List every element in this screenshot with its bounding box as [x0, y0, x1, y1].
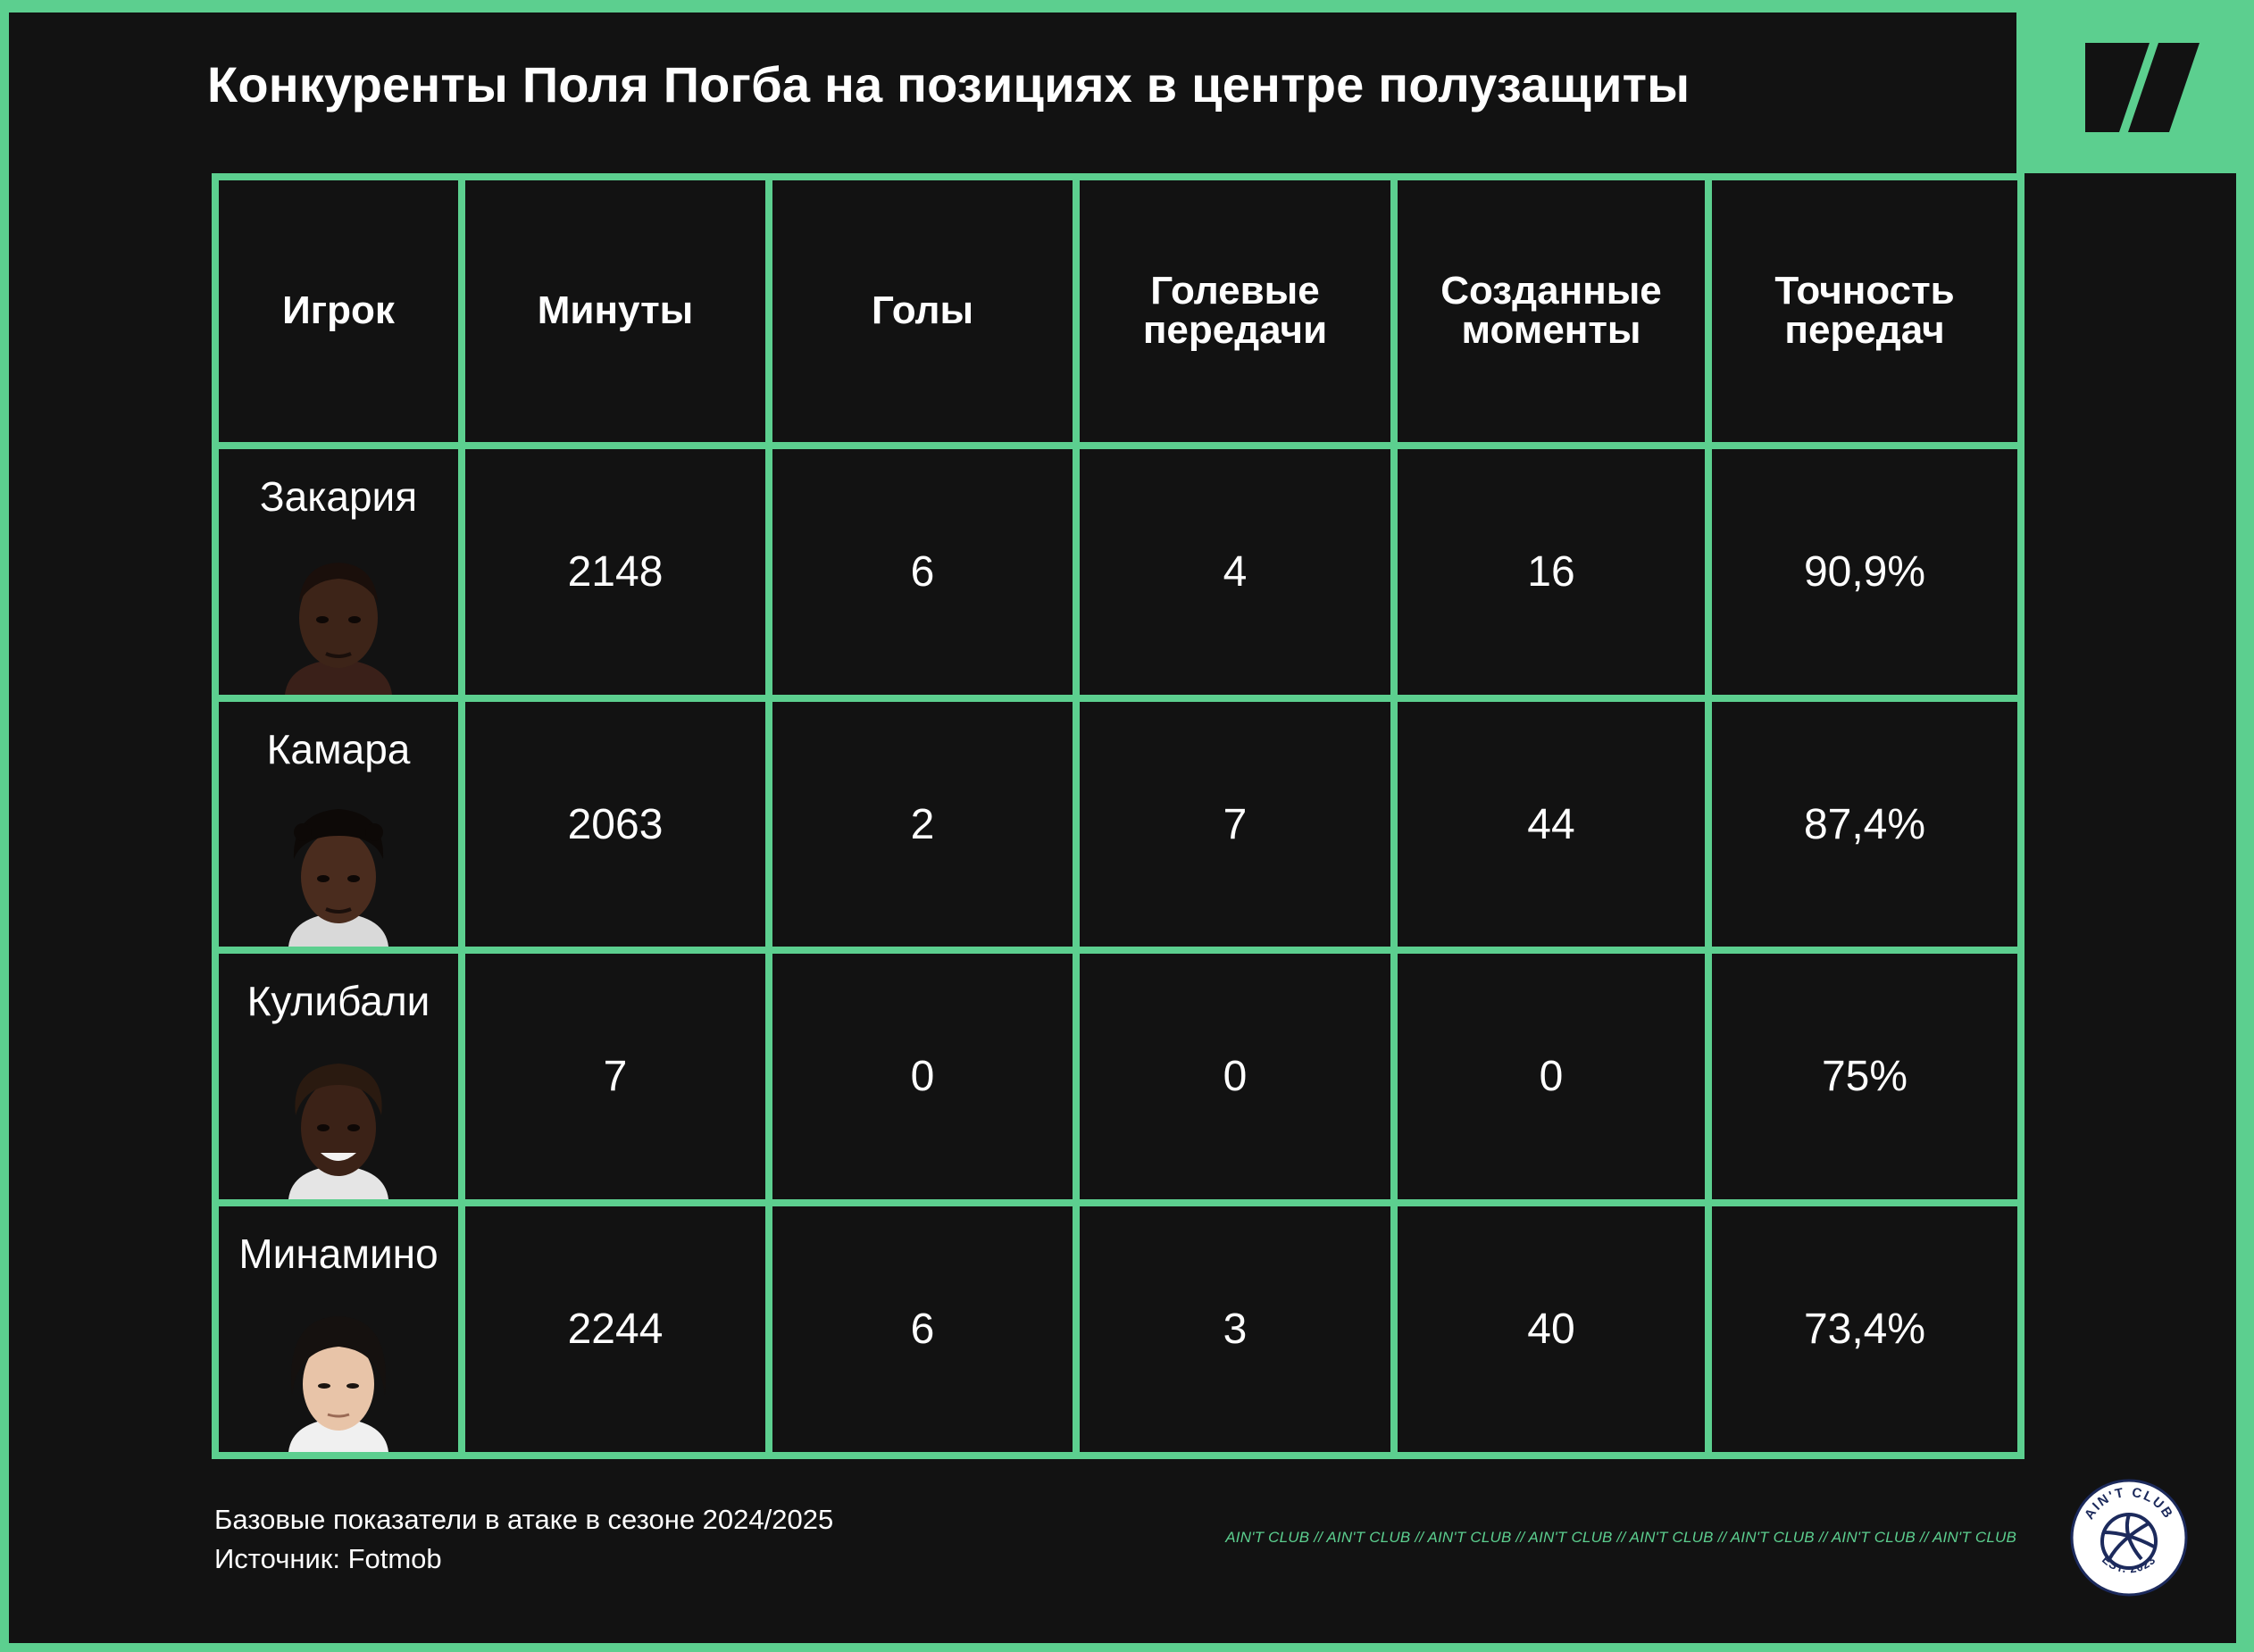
goals-value: 0 [765, 947, 1080, 1207]
header-assists-label: Голевые передачи [1142, 269, 1328, 353]
player-photo-icon [288, 1316, 388, 1452]
header-chances-label: Созданные моменты [1440, 269, 1662, 353]
club-watermark-text: AIN'T CLUB // AIN'T CLUB // AIN'T CLUB /… [1225, 1529, 2016, 1546]
stats-table: Игрок Минуты Голы Голевые передачи Созда… [212, 173, 2024, 1459]
goals-value: 2 [765, 694, 1080, 955]
sports-ru-logo-icon [2085, 43, 2200, 132]
player-cell: Кулибали [212, 947, 465, 1207]
header-minutes: Минуты [458, 173, 772, 449]
player-cell: Камара [212, 694, 465, 955]
pass-accuracy-value: 90,9% [1705, 441, 2024, 702]
table-header-row: Игрок Минуты Голы Голевые передачи Созда… [212, 173, 2024, 449]
player-photo-icon [288, 1064, 388, 1200]
footnote-season: Базовые показатели в атаке в сезоне 2024… [214, 1504, 834, 1535]
header-chances: Созданные моменты [1390, 173, 1712, 449]
table-row: Минамино 2244 6 3 40 73,4% [212, 1199, 2024, 1459]
player-name: Закария [259, 472, 418, 520]
table-row: Камара 2063 2 7 44 87,4% [212, 694, 2024, 955]
player-photo-icon [288, 809, 388, 947]
header-pass-accuracy-label: Точность передач [1774, 269, 1955, 353]
chances-value: 44 [1390, 694, 1712, 955]
footnote-source: Источник: Fotmob [214, 1543, 442, 1574]
volleyball-icon [2100, 1513, 2158, 1570]
player-name: Минамино [238, 1231, 438, 1278]
table-row: Кулибали 7 0 0 0 75% [212, 947, 2024, 1207]
minutes-value: 2244 [458, 1199, 772, 1459]
assists-value: 3 [1073, 1199, 1398, 1459]
player-cell: Минамино [212, 1199, 465, 1459]
header-goals: Голы [765, 173, 1080, 449]
chances-value: 16 [1390, 441, 1712, 702]
club-badge-icon: AIN'T CLUB EST. 2023 [2070, 1479, 2188, 1597]
goals-value: 6 [765, 441, 1080, 702]
minutes-value: 2148 [458, 441, 772, 702]
player-cell: Закария [212, 441, 465, 702]
pass-accuracy-value: 73,4% [1705, 1199, 2024, 1459]
pass-accuracy-value: 75% [1705, 947, 2024, 1207]
assists-value: 0 [1073, 947, 1398, 1207]
minutes-value: 2063 [458, 694, 772, 955]
header-pass-accuracy: Точность передач [1705, 173, 2024, 449]
table-row: Закария 2148 6 4 16 90,9% [212, 441, 2024, 702]
header-assists: Голевые передачи [1073, 173, 1398, 449]
player-photo-icon [285, 562, 392, 695]
player-name: Кулибали [246, 978, 430, 1025]
chances-value: 40 [1390, 1199, 1712, 1459]
pass-accuracy-value: 87,4% [1705, 694, 2024, 955]
player-name: Камара [266, 725, 411, 772]
header-player: Игрок [212, 173, 465, 449]
goals-value: 6 [765, 1199, 1080, 1459]
page-title: Конкуренты Поля Погба на позициях в цент… [207, 56, 1690, 113]
minutes-value: 7 [458, 947, 772, 1207]
chances-value: 0 [1390, 947, 1712, 1207]
assists-value: 7 [1073, 694, 1398, 955]
brand-logo-box [2016, 13, 2254, 173]
assists-value: 4 [1073, 441, 1398, 702]
